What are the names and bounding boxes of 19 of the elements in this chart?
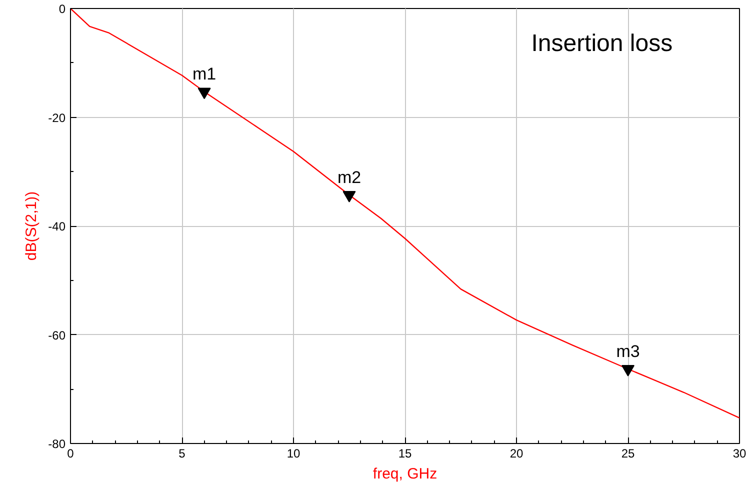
annotation: m3 [616, 342, 640, 362]
annotation: m1 [192, 64, 216, 84]
y-tick-label: -40 [48, 220, 66, 234]
annotation: m2 [337, 168, 362, 188]
line-series [70, 8, 740, 419]
y-tick-label: -80 [48, 437, 66, 451]
x-tick-label: 5 [178, 446, 186, 460]
x-axis-title: freq, GHz [372, 466, 438, 482]
x-tick-label: 0 [67, 446, 74, 460]
y-tick-label: 0 [58, 2, 66, 16]
y-tick-label: -20 [48, 110, 66, 125]
x-tick-label: 30 [732, 446, 746, 460]
y-tick-label: -60 [48, 328, 66, 342]
y-axis-title: dB(S(2,1)) [23, 191, 40, 261]
x-tick-label: 15 [398, 446, 412, 460]
x-tick-label: 25 [621, 446, 635, 460]
x-tick-label: 10 [286, 446, 300, 460]
text: Insertion loss [531, 30, 673, 57]
x-tick-label: 20 [510, 446, 524, 460]
